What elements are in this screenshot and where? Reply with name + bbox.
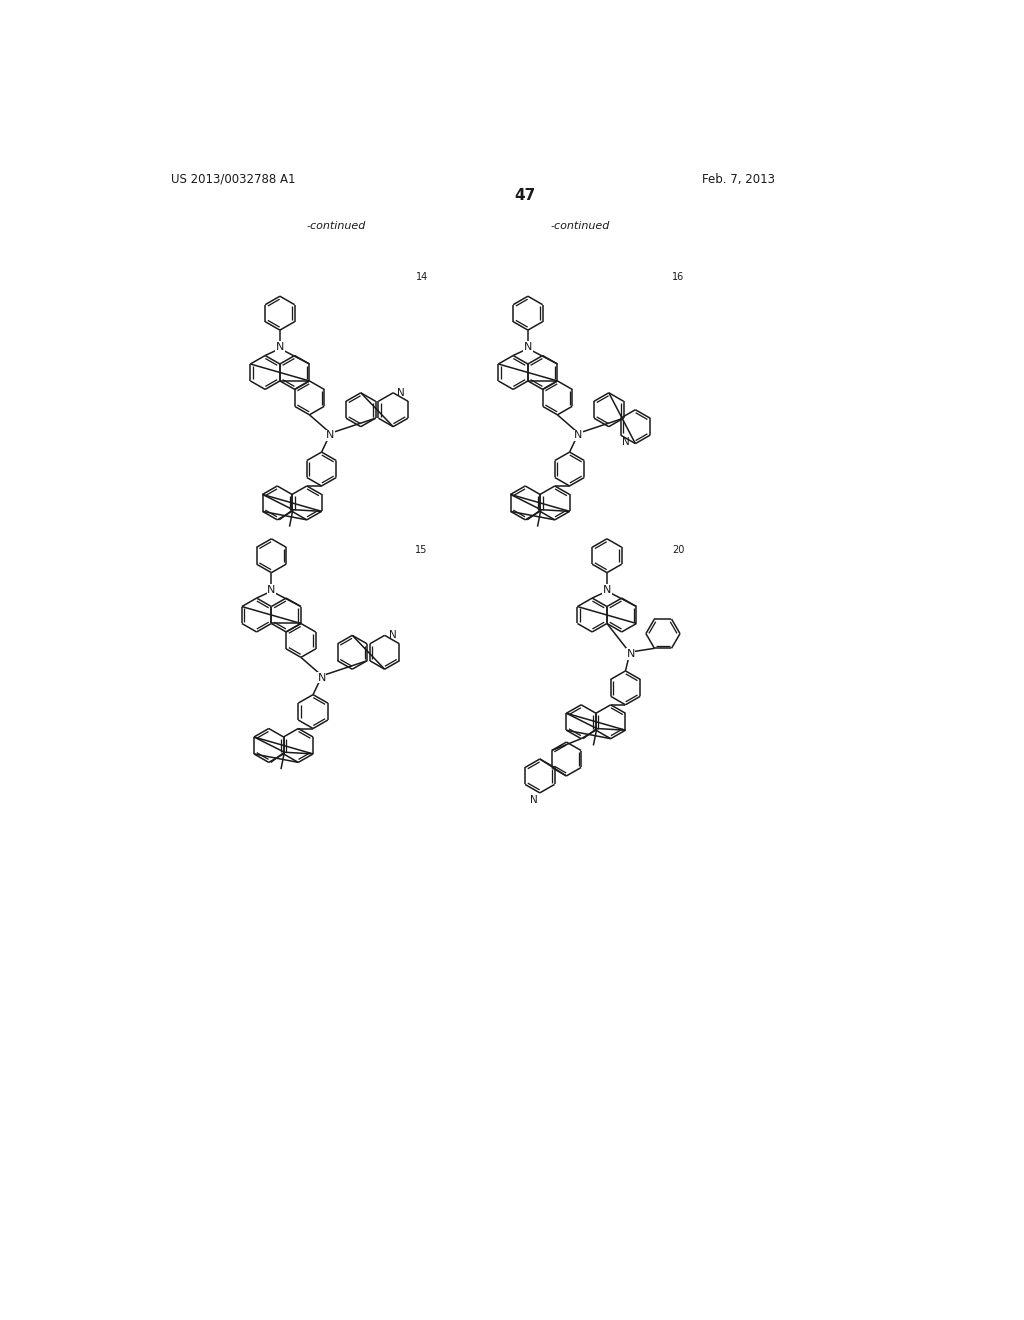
Text: N: N (388, 631, 396, 640)
Text: N: N (326, 430, 334, 440)
Text: 47: 47 (514, 187, 536, 203)
Text: N: N (523, 342, 532, 352)
Text: N: N (317, 673, 326, 682)
Text: N: N (267, 585, 275, 594)
Text: N: N (573, 430, 583, 440)
Text: N: N (603, 585, 611, 594)
Text: N: N (529, 795, 538, 805)
Text: Feb. 7, 2013: Feb. 7, 2013 (701, 173, 774, 186)
Text: 14: 14 (417, 272, 429, 282)
Text: -continued: -continued (550, 222, 609, 231)
Text: N: N (275, 342, 284, 352)
Text: N: N (397, 388, 404, 397)
Text: -continued: -continued (306, 222, 366, 231)
Text: 15: 15 (415, 545, 427, 554)
Text: 20: 20 (672, 545, 684, 554)
Text: 16: 16 (672, 272, 684, 282)
Text: N: N (627, 649, 635, 659)
Text: US 2013/0032788 A1: US 2013/0032788 A1 (171, 173, 295, 186)
Text: N: N (623, 437, 630, 447)
